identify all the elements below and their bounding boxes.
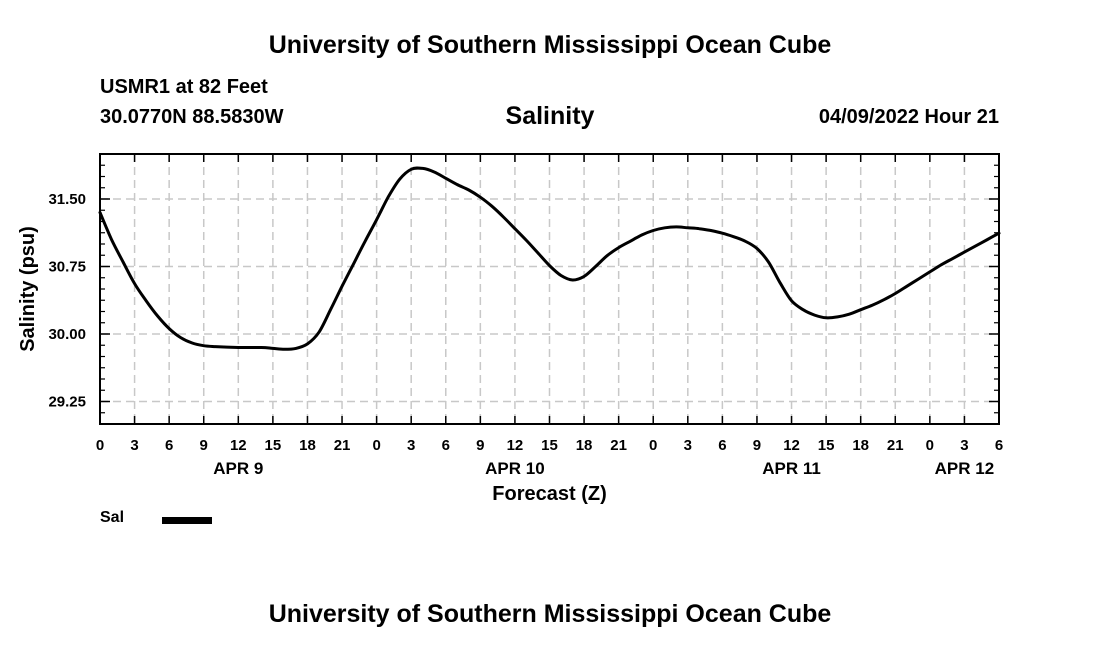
y-tick-label: 30.75	[48, 259, 86, 276]
day-labels: APR 9 APR 10 APR 11 APR 12	[213, 459, 994, 478]
x-tick-label: 15	[541, 437, 558, 454]
x-tick-label: 0	[926, 437, 934, 454]
x-tick-label: 3	[130, 437, 138, 454]
day-label: APR 11	[762, 459, 821, 478]
grid-lines	[100, 154, 999, 424]
day-label: APR 10	[485, 459, 545, 478]
y-tick-labels: 29.25 30.00 30.75 31.50	[48, 191, 86, 411]
x-tick-label: 9	[476, 437, 484, 454]
x-tick-label: 0	[649, 437, 657, 454]
x-tick-label: 3	[960, 437, 968, 454]
x-tick-label: 12	[230, 437, 247, 454]
x-tick-label: 15	[265, 437, 282, 454]
legend-label: Sal	[100, 509, 125, 526]
x-tick-label: 0	[96, 437, 104, 454]
x-tick-label: 9	[200, 437, 208, 454]
x-tick-label: 18	[299, 437, 316, 454]
station-coordinates: 30.0770N 88.5830W	[100, 106, 284, 128]
chart-title: Salinity	[505, 102, 595, 130]
x-tick-label: 12	[783, 437, 800, 454]
y-tick-label: 31.50	[48, 191, 86, 208]
y-axis-label: Salinity (psu)	[17, 226, 39, 352]
x-tick-label: 0	[372, 437, 380, 454]
plot-frame	[99, 153, 1000, 425]
legend-swatch	[162, 517, 212, 524]
page-title: University of Southern Mississippi Ocean…	[268, 31, 832, 59]
day-label: APR 9	[213, 459, 263, 478]
y-tick-label: 29.25	[48, 394, 86, 411]
x-tick-label: 21	[610, 437, 627, 454]
station-label: USMR1 at 82 Feet	[100, 76, 268, 98]
x-tick-label: 21	[334, 437, 351, 454]
x-tick-label: 18	[852, 437, 869, 454]
x-tick-label: 9	[753, 437, 761, 454]
x-tick-label: 21	[887, 437, 904, 454]
salinity-series-line	[98, 166, 1001, 351]
x-tick-label: 6	[442, 437, 450, 454]
x-tick-label: 3	[407, 437, 415, 454]
footer-title: University of Southern Mississippi Ocean…	[268, 600, 832, 628]
x-axis-label: Forecast (Z)	[492, 483, 606, 505]
forecast-datetime: 04/09/2022 Hour 21	[818, 106, 999, 128]
x-tick-labels: 0 3 6 9 12 15 18 21 0 3 6 9 12 15 18 21 0 3 6 9 12 15 18 21 0 3 6	[96, 437, 1003, 454]
x-tick-label: 18	[576, 437, 593, 454]
x-tick-label: 3	[684, 437, 692, 454]
x-tick-label: 15	[818, 437, 835, 454]
y-tick-label: 30.00	[48, 326, 86, 343]
x-tick-label: 12	[507, 437, 524, 454]
x-tick-label: 6	[718, 437, 726, 454]
day-label: APR 12	[935, 459, 995, 478]
x-tick-label: 6	[995, 437, 1003, 454]
x-tick-label: 6	[165, 437, 173, 454]
